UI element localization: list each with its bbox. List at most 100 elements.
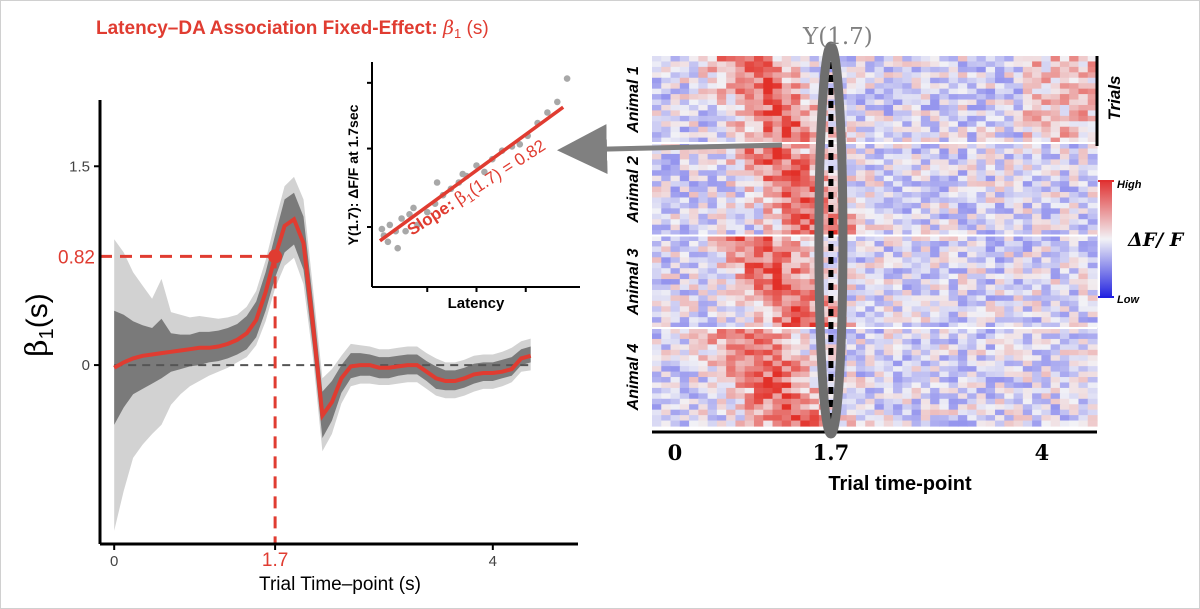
heatmap-cell [698, 99, 709, 106]
trials-label: Trials [1105, 75, 1124, 120]
heatmap-cells [652, 56, 1098, 427]
heatmap-cell [698, 153, 709, 160]
heatmap-cell [920, 344, 931, 351]
heatmap-cell [874, 322, 885, 329]
heatmap-cell [800, 295, 811, 302]
heatmap-cell [1041, 246, 1052, 253]
heatmap-cell [1050, 115, 1061, 122]
heatmap-cell [670, 164, 681, 171]
heatmap-cell [957, 393, 968, 400]
heatmap-cell [716, 268, 727, 275]
heatmap-cell [818, 192, 829, 199]
heatmap-cell [920, 300, 931, 307]
heatmap-cell [893, 181, 903, 188]
heatmap-cell [809, 371, 820, 378]
heatmap-cell [689, 170, 699, 177]
heatmap-cell [883, 121, 894, 128]
heatmap-cell [1078, 121, 1089, 128]
heatmap-cell [670, 284, 681, 291]
heatmap-cell [855, 77, 866, 84]
heatmap-cell [670, 415, 681, 422]
heatmap-cell [791, 409, 801, 416]
heatmap-cell [698, 121, 709, 128]
heatmap-cell [911, 311, 922, 318]
heatmap-cell [698, 382, 709, 389]
heatmap-cell [763, 181, 774, 188]
heatmap-cell [1004, 349, 1015, 356]
heatmap-cell [716, 349, 727, 356]
heatmap-cell [1032, 382, 1042, 389]
heatmap-cell [689, 349, 699, 356]
heatmap-cell [883, 398, 894, 405]
heatmap-cell [800, 371, 811, 378]
heatmap-cell [679, 126, 690, 133]
heatmap-cell [753, 273, 764, 280]
heatmap-cell [753, 404, 764, 411]
heatmap-cell [1013, 72, 1024, 79]
heatmap-cell [800, 355, 811, 362]
heatmap-cell [855, 208, 866, 215]
heatmap-cell [865, 344, 876, 351]
heatmap-cell [883, 251, 894, 258]
heatmap-cell [911, 273, 922, 280]
heatmap-cell [670, 349, 681, 356]
heatmap-cell [800, 121, 811, 128]
heatmap-cell [716, 94, 727, 101]
heatmap-cell [883, 83, 894, 90]
heatmap-cell [855, 279, 866, 286]
heatmap-cell [726, 137, 737, 144]
heatmap-cell [874, 61, 885, 68]
heatmap-cell [735, 192, 746, 199]
heatmap-cell [1078, 311, 1089, 318]
heatmap-cell [809, 273, 820, 280]
heatmap-cell [846, 56, 857, 63]
heatmap-cell [911, 366, 922, 373]
heatmap-cell [1050, 311, 1061, 318]
heatmap-cell [809, 94, 820, 101]
heatmap-cell [679, 317, 690, 324]
heatmap-cell [781, 213, 792, 220]
heatmap-cell [855, 94, 866, 101]
heatmap-cell [893, 241, 903, 248]
heatmap-cell [874, 164, 885, 171]
heatmap-cell [939, 295, 950, 302]
heatmap-cell [911, 289, 922, 297]
heatmap-cell [893, 170, 903, 177]
heatmap-cell [1050, 300, 1061, 307]
heatmap-cell [652, 393, 662, 400]
heatmap-cell [930, 219, 940, 226]
heatmap-cell [930, 404, 940, 411]
heatmap-cell [1022, 99, 1033, 106]
heatmap-cell [995, 208, 1005, 215]
heatmap-cell [874, 148, 885, 155]
heatmap-cell [772, 208, 783, 215]
heatmap-cell [1032, 148, 1042, 155]
heatmap-cell [744, 235, 755, 242]
heatmap-cell [902, 371, 913, 378]
heatmap-cell [1059, 77, 1070, 84]
heatmap-cell [855, 186, 866, 193]
heatmap-cell [679, 121, 690, 128]
heatmap-cell [1041, 110, 1052, 117]
heatmap-cell [781, 344, 792, 351]
heatmap-cell [772, 235, 783, 242]
heatmap-cell [670, 219, 681, 226]
heatmap-cell [763, 251, 774, 258]
heatmap-cell [800, 344, 811, 351]
heatmap-cell [670, 251, 681, 258]
heatmap-cell [930, 224, 940, 231]
heatmap-cell [735, 300, 746, 307]
heatmap-cell [707, 83, 718, 90]
heatmap-cell [1041, 94, 1052, 101]
heatmap-cell [948, 66, 959, 73]
heatmap-cell [763, 175, 774, 182]
heatmap-cell [652, 94, 662, 101]
heatmap-cell [846, 333, 857, 340]
heatmap-cell [726, 208, 737, 215]
heatmap-cell [1022, 186, 1033, 193]
heatmap-cell [772, 251, 783, 258]
heatmap-cell [1087, 289, 1098, 297]
heatmap-cell [957, 246, 968, 253]
heatmap-cell [689, 72, 699, 79]
highlight-point [268, 249, 283, 264]
